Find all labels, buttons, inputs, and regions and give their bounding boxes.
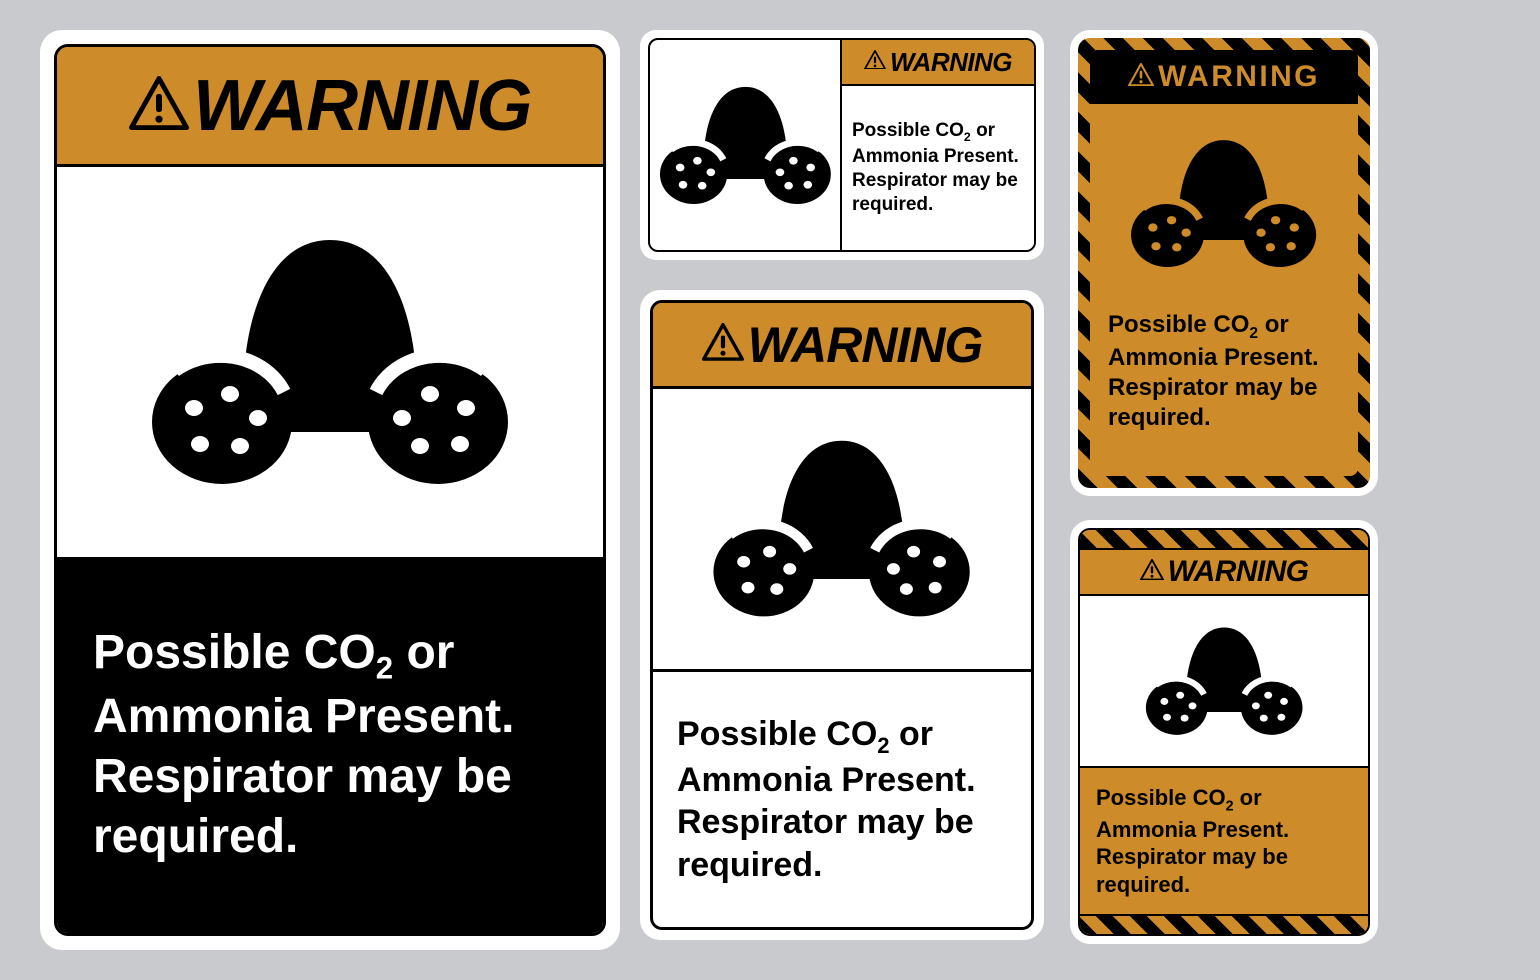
hazard-stripe-bottom	[1080, 916, 1368, 934]
message-text: Possible CO2 orAmmonia Present.Respirato…	[852, 119, 1019, 216]
message-panel: Possible CO2 orAmmonia Present.Respirato…	[1090, 304, 1358, 476]
sign-inner: WARNING Possibl	[1090, 50, 1358, 476]
warning-triangle-icon	[702, 323, 744, 366]
respirator-icon	[150, 232, 510, 492]
warning-sign-portrait-white: WARNING Possible CO2 orAmm	[640, 290, 1044, 940]
warning-triangle-icon	[129, 76, 189, 135]
message-panel: Possible CO2 orAmmonia Present.Respirato…	[653, 669, 1031, 927]
warning-sign-striped-border: WARNING Possibl	[1070, 30, 1378, 496]
warning-label: WARNING	[890, 47, 1012, 78]
sign-inner: WARNING Possible CO2 orAmm	[54, 44, 606, 936]
respirator-icon-area	[650, 40, 842, 250]
respirator-icon	[1145, 624, 1303, 738]
message-panel: Possible CO2 orAmmonia Present.Respirato…	[842, 86, 1034, 250]
warning-sign-landscape: WARNING Possible CO2 orAmmonia Present.R…	[640, 30, 1044, 260]
warning-sign-striped-ends: WARNING Possible CO2 orAmm	[1070, 520, 1378, 944]
warning-triangle-icon	[1140, 559, 1164, 586]
warning-label: WARNING	[193, 65, 531, 147]
message-text: Possible CO2 orAmmonia Present.Respirato…	[1108, 310, 1319, 433]
sign-inner: WARNING Possible CO2 orAmm	[1078, 528, 1370, 936]
warning-sign-large: WARNING Possible CO2 orAmm	[40, 30, 620, 950]
respirator-icon	[659, 83, 832, 208]
respirator-icon-area	[653, 389, 1031, 669]
respirator-icon-area	[1080, 596, 1368, 766]
respirator-icon	[712, 435, 971, 622]
message-panel: Possible CO2 orAmmonia Present.Respirato…	[57, 557, 603, 933]
respirator-icon	[1130, 136, 1317, 271]
message-panel: Possible CO2 orAmmonia Present.Respirato…	[1080, 766, 1368, 916]
warning-header: WARNING	[1080, 548, 1368, 596]
warning-triangle-icon	[1128, 63, 1154, 91]
warning-label: WARNING	[1168, 555, 1309, 589]
sign-inner: WARNING Possible CO2 orAmmonia Present.R…	[648, 38, 1036, 252]
sign-inner: WARNING Possible CO2 orAmm	[650, 300, 1034, 930]
warning-triangle-icon	[864, 50, 886, 75]
message-text: Possible CO2 orAmmonia Present.Respirato…	[677, 713, 976, 887]
warning-header: WARNING	[842, 40, 1034, 86]
hazard-stripe-frame: WARNING Possibl	[1078, 38, 1370, 488]
warning-label: WARNING	[1158, 60, 1320, 94]
warning-header: WARNING	[1090, 50, 1358, 104]
warning-header: WARNING	[57, 47, 603, 167]
right-panel: WARNING Possible CO2 orAmmonia Present.R…	[842, 40, 1034, 250]
warning-header: WARNING	[653, 303, 1031, 389]
message-text: Possible CO2 orAmmonia Present.Respirato…	[1096, 784, 1289, 899]
hazard-stripe-top	[1080, 530, 1368, 548]
respirator-icon-area	[1090, 104, 1358, 304]
respirator-icon-area	[57, 167, 603, 557]
message-text: Possible CO2 orAmmonia Present.Respirato…	[93, 623, 514, 868]
warning-label: WARNING	[748, 316, 983, 374]
